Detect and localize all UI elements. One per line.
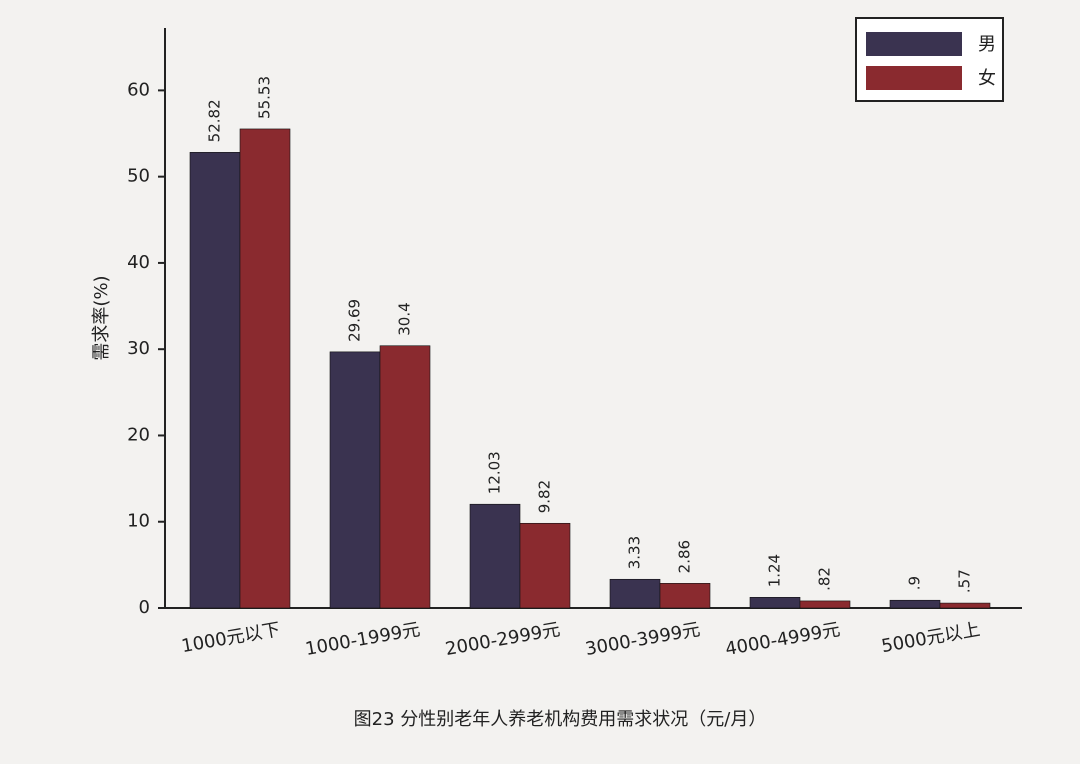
bar [799, 600, 851, 609]
x-tick-label: 2000-2999元 [444, 619, 562, 660]
bar [379, 345, 431, 609]
x-tick-label: 5000元以上 [880, 619, 982, 657]
bar [659, 583, 711, 609]
x-tick-label: 4000-4999元 [724, 619, 842, 660]
value-label: 1.24 [766, 554, 784, 587]
bar [939, 602, 991, 609]
y-tick-label: 60 [127, 79, 150, 100]
value-label: 3.33 [626, 536, 644, 569]
y-tick-label: 0 [139, 597, 150, 618]
x-tick-label: 1000元以下 [180, 619, 282, 657]
y-axis-label: 需求率(%) [91, 275, 112, 360]
value-label: .57 [956, 569, 974, 593]
bar [239, 128, 291, 609]
value-label: .82 [816, 567, 834, 591]
bar [189, 152, 241, 609]
y-tick-label: 40 [127, 252, 150, 273]
x-tick-label: 3000-3999元 [584, 619, 702, 660]
value-label: 2.86 [676, 540, 694, 573]
bar [749, 597, 801, 609]
bar [469, 503, 521, 609]
value-label: 12.03 [486, 451, 504, 494]
y-tick-label: 20 [127, 424, 150, 445]
y-tick-label: 30 [127, 338, 150, 359]
bar [889, 599, 941, 609]
x-tick-label: 1000-1999元 [304, 619, 422, 660]
y-tick-label: 50 [127, 166, 150, 187]
y-tick-label: 10 [127, 511, 150, 532]
bar [519, 522, 571, 609]
chart-title: 图23 分性别老年人养老机构费用需求状况（元/月） [354, 709, 767, 730]
value-label: .9 [906, 576, 924, 590]
legend-swatch [866, 32, 962, 56]
legend-label: 女 [978, 68, 996, 89]
legend-swatch [866, 66, 962, 90]
value-label: 9.82 [536, 480, 554, 513]
value-label: 29.69 [346, 299, 364, 342]
value-label: 52.82 [206, 99, 224, 142]
bar [329, 351, 381, 609]
legend-label: 男 [978, 34, 996, 55]
value-label: 55.53 [256, 76, 274, 119]
value-label: 30.4 [396, 302, 414, 335]
bar [609, 578, 661, 609]
